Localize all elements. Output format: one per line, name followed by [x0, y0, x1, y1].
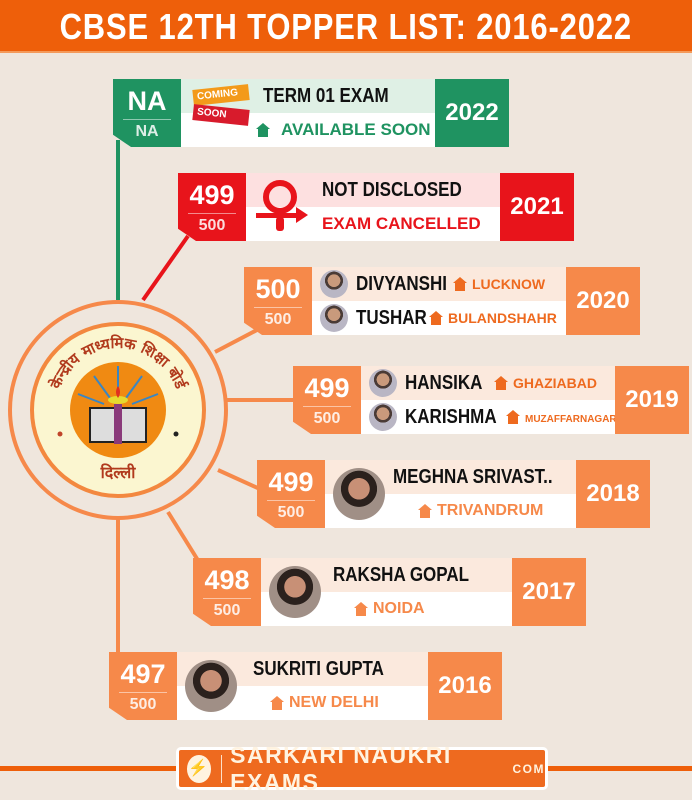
- topper-city: NOIDA: [373, 600, 425, 617]
- connector-2018: [217, 468, 263, 492]
- heading: NOT DISCLOSED: [322, 178, 462, 201]
- score-box: 499 500: [178, 173, 246, 241]
- topper-city: LUCKNOW: [472, 276, 546, 292]
- year-label: 2017: [512, 558, 586, 626]
- home-icon: [417, 504, 433, 518]
- score: 497: [120, 659, 166, 689]
- score-box: 500 500: [244, 267, 312, 335]
- score-box: NA NA: [113, 79, 181, 147]
- cbse-logo: केन्द्रीय माध्यमिक शिक्षा बोर्ड दिल्ली: [30, 322, 206, 498]
- topper-city: BULANDSHAHR: [448, 310, 557, 326]
- status: AVAILABLE SOON: [281, 120, 431, 139]
- max-score: NA: [135, 123, 159, 140]
- topper-city: GHAZIABAD: [513, 375, 597, 391]
- score: 499: [268, 467, 314, 497]
- brand-name: SARKARI NAUKRI EXAMS: [230, 741, 452, 795]
- topper-name: SUKRITI GUPTA: [253, 657, 384, 680]
- topper-entry: TUSHAR BULANDSHAHR: [312, 301, 566, 335]
- row-content: COMING SOON TERM 01 EXAM AVAILABLE SOON: [181, 79, 435, 147]
- row-2021: 499 500 NOT DISCLOSED EXAM CANCELLED 2021: [178, 173, 574, 241]
- year-label: 2022: [435, 79, 509, 147]
- topper-name: MEGHNA SRIVAST..: [393, 465, 553, 488]
- year-label: 2020: [566, 267, 640, 335]
- brand-suffix: COM: [512, 761, 545, 776]
- lightning-icon: ⚡: [187, 754, 212, 783]
- topper-name: HANSIKA: [405, 371, 483, 394]
- max-score: 500: [198, 217, 226, 234]
- home-icon: [452, 277, 468, 291]
- score-box: 497 500: [109, 652, 177, 720]
- page-title: CBSE 12TH TOPPER LIST: 2016-2022: [0, 0, 692, 53]
- max-score: 500: [264, 311, 292, 328]
- row-content: NOT DISCLOSED EXAM CANCELLED: [246, 173, 500, 241]
- home-icon: [493, 376, 509, 390]
- score: NA: [127, 86, 167, 116]
- home-icon: [269, 696, 285, 710]
- row-2022: NA NA COMING SOON TERM 01 EXAM AVAILABLE SO…: [113, 79, 509, 147]
- avatar: [369, 369, 397, 397]
- year-label: 2019: [615, 366, 689, 434]
- year-label: 2018: [576, 460, 650, 528]
- home-icon: [428, 311, 444, 325]
- home-icon: [505, 409, 521, 424]
- footer-brand-link[interactable]: ⚡ SARKARI NAUKRI EXAMS COM: [176, 742, 548, 795]
- row-content: HANSIKA GHAZIABAD KARISHMA MUZAFFARNAGAR: [361, 366, 617, 434]
- max-score: 500: [129, 696, 157, 713]
- topper-name: TUSHAR: [356, 306, 427, 329]
- row-content: RAKSHA GOPAL NOIDA: [261, 558, 512, 626]
- heading: TERM 01 EXAM: [263, 84, 389, 107]
- max-score: 500: [213, 602, 241, 619]
- row-content: MEGHNA SRIVAST.. TRIVANDRUM: [325, 460, 576, 528]
- score: 499: [304, 373, 350, 403]
- row-2016: 497 500 SUKRITI GUPTA NEW DELHI 2016: [109, 652, 502, 720]
- topper-city: MUZAFFARNAGAR: [525, 413, 617, 425]
- max-score: 500: [313, 410, 341, 427]
- topper-name: DIVYANSHI: [356, 272, 448, 295]
- topper-name: RAKSHA GOPAL: [333, 563, 469, 586]
- max-score: 500: [277, 504, 305, 521]
- home-icon: [353, 602, 369, 616]
- avatar: [369, 403, 397, 431]
- row-2020: 500 500 DIVYANSHI LUCKNOW TUSHAR BULANDSHAH…: [244, 267, 640, 335]
- score-box: 499 500: [257, 460, 325, 528]
- avatar: [320, 270, 348, 298]
- coming-soon-badge: COMING SOON: [192, 84, 250, 126]
- score: 498: [204, 565, 250, 595]
- topper-entry: HANSIKA GHAZIABAD: [361, 366, 615, 400]
- avatar: [185, 660, 237, 712]
- avatar: [269, 566, 321, 618]
- topper-city: TRIVANDRUM: [437, 502, 544, 519]
- year-label: 2021: [500, 173, 574, 241]
- row-content: SUKRITI GUPTA NEW DELHI: [177, 652, 428, 720]
- connector-2020: [214, 328, 258, 354]
- score: 499: [189, 180, 235, 210]
- topper-entry: DIVYANSHI LUCKNOW: [312, 267, 566, 301]
- connector-2021: [141, 234, 190, 302]
- row-2018: 499 500 MEGHNA SRIVAST.. TRIVANDRUM 2018: [257, 460, 650, 528]
- row-content: DIVYANSHI LUCKNOW TUSHAR BULANDSHAHR: [312, 267, 566, 335]
- svg-text:दिल्ली: दिल्ली: [100, 463, 137, 482]
- status: EXAM CANCELLED: [322, 214, 481, 233]
- search-magnifier-icon: [256, 180, 308, 231]
- score-box: 498 500: [193, 558, 261, 626]
- row-2019: 499 500 HANSIKA GHAZIABAD KARISHMA MUZAFFAR…: [293, 366, 689, 434]
- avatar: [333, 468, 385, 520]
- home-icon: [255, 123, 271, 137]
- score: 500: [255, 274, 301, 304]
- score-box: 499 500: [293, 366, 361, 434]
- topper-name: KARISHMA: [405, 405, 497, 428]
- topper-entry: KARISHMA MUZAFFARNAGAR: [361, 400, 617, 434]
- year-label: 2016: [428, 652, 502, 720]
- row-2017: 498 500 RAKSHA GOPAL NOIDA 2017: [193, 558, 586, 626]
- avatar: [320, 304, 348, 332]
- topper-city: NEW DELHI: [289, 694, 379, 711]
